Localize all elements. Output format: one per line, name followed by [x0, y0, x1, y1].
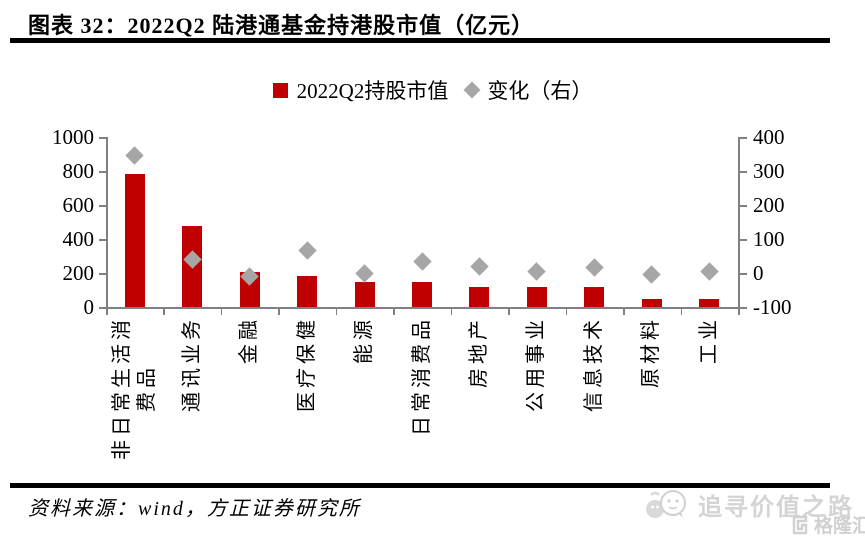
bar-原材料 — [641, 299, 662, 307]
chart-legend: 2022Q2持股市值 变化（右） — [0, 76, 865, 104]
y-axis-left-tick — [99, 273, 106, 275]
bar-医疗保健 — [297, 275, 318, 307]
gelonghui-text: 格隆汇 — [814, 516, 865, 537]
x-category-label-非日常生活消费品: 非日常生活消 费品 — [110, 316, 158, 460]
y-axis-right-label: 300 — [753, 159, 785, 183]
change-diamond-医疗保健 — [297, 241, 317, 261]
x-axis-tick — [450, 308, 453, 315]
change-diamond-日常消费品 — [412, 251, 432, 271]
y-axis-right-label: -100 — [753, 295, 792, 319]
x-axis-tick — [278, 308, 280, 315]
x-axis-tick — [623, 308, 625, 315]
bar-房地产 — [469, 287, 490, 307]
y-axis-right-tick — [739, 205, 747, 207]
y-axis-left-label: 400 — [62, 227, 95, 251]
y-axis-right-label: 100 — [753, 227, 785, 251]
legend-item-bar: 2022Q2持股市值 — [272, 75, 449, 105]
x-axis-tick — [106, 308, 108, 315]
title-underline — [10, 38, 830, 43]
bar-日常消费品 — [412, 282, 432, 307]
change-diamond-工业 — [700, 262, 719, 281]
change-diamond-公用事业 — [527, 262, 547, 281]
x-category-label-信息技术: 信息技术 — [582, 316, 605, 412]
x-axis-tick — [335, 308, 338, 315]
y-axis-left-label: 0 — [83, 295, 95, 319]
x-axis-tick — [508, 308, 510, 315]
y-axis-left-label: 1000 — [52, 125, 94, 149]
legend-bar-swatch — [272, 82, 288, 98]
x-category-label-房地产: 房地产 — [467, 316, 490, 388]
wechat-icon — [646, 489, 686, 518]
x-category-label-日常消费品: 日常消费品 — [410, 316, 433, 436]
bar-信息技术 — [584, 286, 605, 307]
y-axis-left-label: 600 — [62, 193, 95, 217]
x-axis-tick — [393, 308, 395, 315]
x-axis-tick — [220, 308, 223, 315]
gelonghui-icon — [792, 515, 808, 534]
y-axis-right-tick — [739, 307, 747, 309]
figure-title: 图表 32：2022Q2 陆港通基金持港股市值（亿元） — [28, 13, 535, 38]
change-diamond-信息技术 — [585, 258, 604, 278]
y-axis-right-tick — [739, 273, 747, 275]
y-axis-left-tick — [99, 205, 106, 207]
y-axis-left — [106, 137, 108, 307]
legend-change-label: 变化（右） — [487, 79, 593, 103]
y-axis-right-tick — [739, 239, 747, 241]
x-category-label-工业: 工业 — [697, 316, 720, 364]
x-category-label-金融: 金融 — [238, 316, 261, 364]
source-note: 资料来源：wind，方正证券研究所 — [28, 498, 361, 520]
y-axis-right-tick — [739, 137, 747, 139]
x-category-label-能源: 能源 — [353, 316, 376, 364]
x-category-label-原材料: 原材料 — [640, 316, 663, 388]
x-category-label-医疗保健: 医疗保健 — [295, 316, 318, 412]
y-axis-right-label: 400 — [753, 125, 785, 149]
y-axis-right-label: 0 — [753, 261, 764, 285]
y-axis-left-label: 200 — [62, 261, 95, 285]
x-category-label-通讯业务: 通讯业务 — [180, 316, 203, 412]
y-axis-left-tick — [99, 239, 106, 241]
x-axis-tick — [680, 308, 683, 315]
change-diamond-原材料 — [642, 265, 662, 284]
bar-公用事业 — [526, 286, 547, 307]
y-axis-left-label: 800 — [62, 159, 95, 183]
y-axis-right — [738, 137, 740, 307]
x-category-label-公用事业: 公用事业 — [525, 316, 548, 412]
bar-工业 — [699, 299, 720, 307]
x-axis-tick — [565, 308, 568, 315]
x-axis-tick — [163, 308, 165, 315]
watermark-text: 追寻价值之路 — [698, 495, 854, 521]
change-diamond-房地产 — [470, 256, 489, 276]
legend-item-change: 变化（右） — [463, 75, 593, 105]
watermark: 追寻价值之路 — [643, 487, 854, 522]
y-axis-left-tick — [99, 137, 106, 139]
y-axis-right-tick — [739, 171, 747, 173]
change-diamond-能源 — [355, 263, 374, 283]
legend-bar-label: 2022Q2持股市值 — [296, 79, 449, 103]
x-axis-tick — [738, 308, 740, 315]
x-axis — [106, 307, 740, 309]
bar-能源 — [354, 282, 375, 307]
gelonghui-logo: 格隆汇 — [790, 511, 865, 538]
y-axis-right-label: 200 — [753, 193, 785, 217]
bar-非日常生活消费品 — [124, 174, 145, 307]
y-axis-left-tick — [99, 307, 106, 309]
change-diamond-非日常生活消费品 — [125, 146, 144, 165]
y-axis-left-tick — [99, 171, 106, 173]
footer-rule — [10, 483, 830, 488]
